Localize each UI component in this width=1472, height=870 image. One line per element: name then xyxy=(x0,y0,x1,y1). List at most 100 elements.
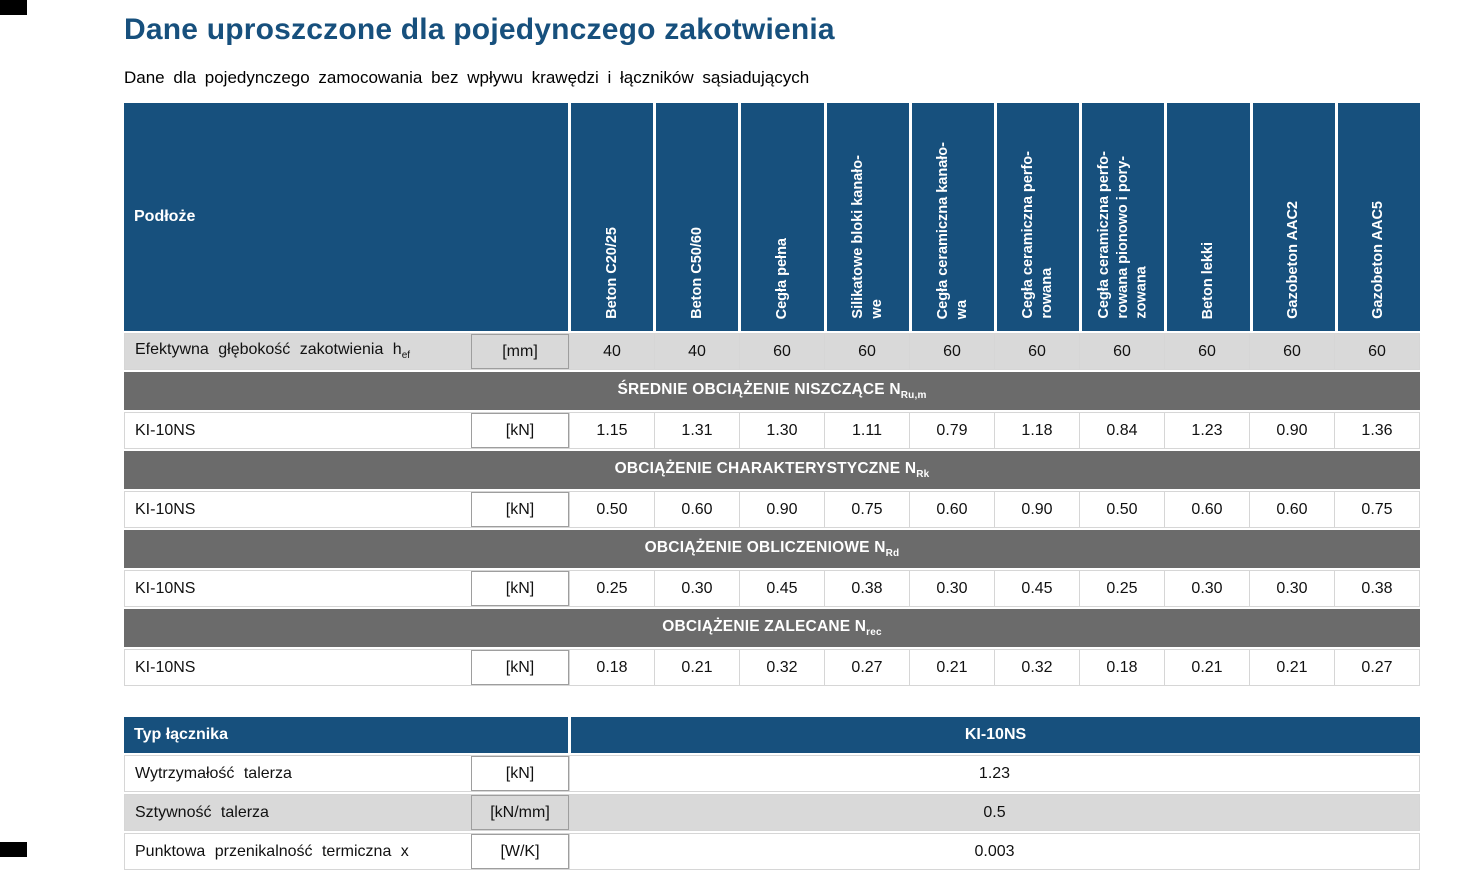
unit-cell: [mm] xyxy=(471,334,569,369)
table-row: KI-10NS [kN] 0.25 0.30 0.45 0.38 0.30 0.45 0.25 0… xyxy=(124,570,1420,607)
unit-label: [kN] xyxy=(505,500,535,518)
value-cell: 0.30 xyxy=(1164,571,1249,606)
value-cell: 0.79 xyxy=(909,413,994,448)
value-cell: 0.27 xyxy=(824,650,909,685)
value-cell: 0.30 xyxy=(909,571,994,606)
value-cell: 0.50 xyxy=(569,492,654,527)
page-subtitle: Dane dla pojedynczego zamocowania bez wp… xyxy=(124,68,810,87)
value-cell: 0.32 xyxy=(739,650,824,685)
column-header-cell: Gazobeton AAC2 xyxy=(1249,103,1335,331)
unit-label: [W/K] xyxy=(500,842,540,860)
value-cell: 0.21 xyxy=(654,650,739,685)
property-row: Sztywność talerza [kN/mm] 0.5 xyxy=(124,794,1420,831)
column-header-label: Beton C50/60 xyxy=(688,227,705,319)
connector-name-header-cell: KI-10NS xyxy=(568,717,1420,753)
connector-type-header-cell: Typ łącznika xyxy=(124,717,568,753)
row-label-cell: KI-10NS xyxy=(125,492,471,527)
value-cell: 60 xyxy=(1164,334,1249,369)
property-value-cell: 1.23 xyxy=(569,756,1419,791)
row-label: Efektywna głębokość zakotwienia h xyxy=(135,341,402,359)
column-header-label: Cegła ceramiczna kanało- wa xyxy=(935,141,970,319)
value-cell: 0.30 xyxy=(654,571,739,606)
value-cell: 0.75 xyxy=(824,492,909,527)
row-label: KI-10NS xyxy=(135,658,196,676)
unit-cell: [kN] xyxy=(471,650,569,685)
value-cell: 40 xyxy=(569,334,654,369)
value-cell: 0.60 xyxy=(1164,492,1249,527)
section-header-subscript: Rd xyxy=(885,548,900,560)
property-value-cell: 0.003 xyxy=(569,834,1419,869)
connector-properties-table: Typ łącznika KI-10NS Wytrzymałość talerza [… xyxy=(124,717,1420,870)
table-row: KI-10NS [kN] 1.15 1.31 1.30 1.11 0.79 1.18 0.84 1… xyxy=(124,412,1420,449)
value-cell: 0.38 xyxy=(1334,571,1419,606)
section-header-row: ŚREDNIE OBCIĄŻENIE NISZCZĄCE NRu,m xyxy=(124,372,1420,410)
section-header-label: OBCIĄŻENIE OBLICZENIOWE N xyxy=(644,538,886,556)
value-cell: 0.45 xyxy=(739,571,824,606)
page-title: Dane uproszczone dla pojedynczego zakotw… xyxy=(124,13,835,46)
column-header-cell: Beton C20/25 xyxy=(568,103,654,331)
row-label-text: KI-10NS xyxy=(135,422,195,440)
column-header-cell: Cegła ceramiczna kanało- wa xyxy=(908,103,994,331)
value-cell: 0.75 xyxy=(1334,492,1419,527)
property-label-text: Wytrzymałość talerza xyxy=(135,765,292,783)
section-header-text: OBCIĄŻENIE ZALECANE Nrec xyxy=(662,618,882,638)
section-header-subscript: Ru,m xyxy=(900,390,927,402)
column-header-label: Cegła ceramiczna perfo- rowana pionowo i… xyxy=(1096,151,1150,319)
unit-cell: [kN] xyxy=(471,571,569,606)
column-header-cell: Cegła ceramiczna perfo- rowana xyxy=(993,103,1080,331)
row-label-cell: KI-10NS xyxy=(125,413,471,448)
value-cell: 0.60 xyxy=(1249,492,1334,527)
unit-label: [kN] xyxy=(505,658,535,676)
value-cell: 0.50 xyxy=(1079,492,1164,527)
value-cell: 0.21 xyxy=(909,650,994,685)
row-label-text: KI-10NS xyxy=(135,580,195,598)
value-cell: 0.25 xyxy=(569,571,654,606)
unit-cell: [kN] xyxy=(471,756,569,791)
value-cell: 1.23 xyxy=(1164,413,1249,448)
property-label-text: Punktowa przenikalność termiczna x xyxy=(135,843,409,861)
row-label-text: KI-10NS xyxy=(135,501,195,519)
unit-cell: [kN] xyxy=(471,492,569,527)
section-header-text: OBCIĄŻENIE OBLICZENIOWE NRd xyxy=(645,539,900,559)
section-header-label: ŚREDNIE OBCIĄŻENIE NISZCZĄCE N xyxy=(617,380,901,398)
section-header-label: OBCIĄŻENIE CHARAKTERYSTYCZNE N xyxy=(614,459,917,477)
unit-label: [kN] xyxy=(505,764,535,782)
section-header-subscript: rec xyxy=(866,627,882,639)
property-label-cell: Punktowa przenikalność termiczna x xyxy=(125,834,471,869)
value-cell: 0.30 xyxy=(1249,571,1334,606)
column-header-label: Cegła ceramiczna perfo- rowana xyxy=(1020,151,1056,319)
value-cell: 1.15 xyxy=(569,413,654,448)
screen-corner-mark-top-left xyxy=(0,0,27,15)
unit-label: [mm] xyxy=(502,342,538,360)
section-header-text: ŚREDNIE OBCIĄŻENIE NISZCZĄCE NRu,m xyxy=(617,381,926,401)
property-label: Punktowa przenikalność termiczna x xyxy=(135,842,409,860)
value-cell: 0.18 xyxy=(569,650,654,685)
column-header-cell: Cegła pełna xyxy=(738,103,824,331)
value-cell: 1.11 xyxy=(824,413,909,448)
property-row: Punktowa przenikalność termiczna x [W/K] 0… xyxy=(124,833,1420,870)
value-cell: 60 xyxy=(739,334,824,369)
content-area: Dane uproszczone dla pojedynczego zakotw… xyxy=(124,0,1420,870)
value-cell: 0.90 xyxy=(1249,413,1334,448)
section-header-subscript: Rk xyxy=(916,469,930,481)
property-label-text: Sztywność talerza xyxy=(135,804,269,822)
property-label: Wytrzymałość talerza xyxy=(135,764,292,782)
value-cell: 60 xyxy=(1249,334,1334,369)
value-cell: 60 xyxy=(1334,334,1419,369)
row-label-cell: Efektywna głębokość zakotwienia hef xyxy=(125,334,471,369)
column-header-cell: Beton C50/60 xyxy=(653,103,739,331)
value-cell: 0.27 xyxy=(1334,650,1419,685)
column-header-label: Beton lekki xyxy=(1200,241,1217,319)
table-header-row: Podłoże Beton C20/25 Beton C50/60 Cegła peł… xyxy=(124,103,1420,331)
value-cell: 0.32 xyxy=(994,650,1079,685)
row-label-cell: KI-10NS xyxy=(125,650,471,685)
unit-cell: [W/K] xyxy=(471,834,569,869)
column-header-label: Cegła pełna xyxy=(774,237,791,319)
row-label-text: KI-10NS xyxy=(135,659,195,677)
value-cell: 1.31 xyxy=(654,413,739,448)
row-label: KI-10NS xyxy=(135,579,196,597)
row-label: KI-10NS xyxy=(135,421,196,439)
unit-cell: [kN/mm] xyxy=(471,795,569,830)
value-cell: 0.90 xyxy=(739,492,824,527)
property-label-cell: Wytrzymałość talerza xyxy=(125,756,471,791)
